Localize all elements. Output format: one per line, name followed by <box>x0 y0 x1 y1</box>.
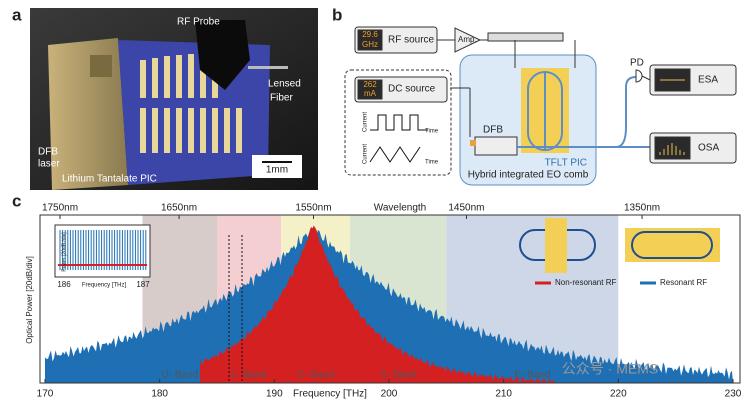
inset-tick-label: 186 <box>57 280 71 289</box>
label: DC source <box>388 84 436 95</box>
label: Fiber <box>270 93 293 104</box>
plot-frame <box>39 214 741 384</box>
watermark: 公众号 · MEMS <box>562 361 658 377</box>
legend-label: Resonant RF <box>660 278 707 287</box>
band-label: L- Band <box>232 370 267 381</box>
y-axis-label: Optical Power [20dB/div] <box>25 256 34 344</box>
label: Lithium Tantalate PIC <box>62 174 157 185</box>
label: DFB <box>38 147 58 158</box>
label: DFB <box>483 125 503 136</box>
label: Lensed <box>268 79 301 90</box>
panel-label: a <box>12 5 22 24</box>
panel-label: c <box>12 191 21 210</box>
label: RF Probe <box>177 17 220 28</box>
panel-label: b <box>332 5 342 24</box>
label: RF source <box>388 35 435 46</box>
label: Hybrid integrated EO comb <box>468 170 589 181</box>
inset-x-label: Frequency [THz] <box>82 283 127 289</box>
dc-value: 262 <box>363 80 377 89</box>
x-tick-label: 180 <box>151 389 168 400</box>
x-tick-label: 220 <box>610 389 627 400</box>
x-tick-label: 230 <box>725 389 742 400</box>
setup-diagram <box>344 26 737 186</box>
top-tick-label: 1650nm <box>161 203 197 214</box>
inset-tick-label: 187 <box>136 280 150 289</box>
top-tick-label: 1350nm <box>624 203 660 214</box>
label: PD <box>630 58 644 69</box>
x-tick-label: 170 <box>37 389 54 400</box>
scale-bar-label: 1mm <box>266 165 288 176</box>
x-tick-label: 190 <box>266 389 283 400</box>
rf-value: 29.6 <box>362 30 378 39</box>
label: TFLT PIC <box>545 158 587 169</box>
top-tick-label: 1750nm <box>42 203 78 214</box>
dc-value: mA <box>364 89 377 98</box>
label: laser <box>38 159 60 170</box>
label: Current <box>363 112 369 132</box>
spectrum <box>45 225 733 383</box>
x-tick-label: 200 <box>381 389 398 400</box>
x-axis-label: Frequency [THz] <box>293 389 367 400</box>
label: Current <box>363 144 369 164</box>
top-axis-label: Wavelength <box>374 203 426 214</box>
band-label: U- Band <box>161 370 198 381</box>
inset <box>54 224 151 278</box>
legend: Non-resonant RF Resonant RF <box>535 278 707 287</box>
label: ESA <box>698 75 718 86</box>
rf-value: GHz <box>362 40 378 49</box>
spectrum-resonant <box>45 225 733 383</box>
inset-y-label: Power [20dB /div] <box>61 232 67 272</box>
top-tick-label: 1550nm <box>295 203 331 214</box>
photo <box>30 8 318 190</box>
top-tick-label: 1450nm <box>448 203 484 214</box>
label: Time <box>425 160 439 166</box>
x-tick-label: 210 <box>495 389 512 400</box>
label: Time <box>425 129 439 135</box>
band-label: S- Band <box>380 370 416 381</box>
spectrum-nonresonant <box>200 225 555 383</box>
band-label: E- Band <box>514 370 550 381</box>
label: Amp. <box>458 35 477 44</box>
legend-label: Non-resonant RF <box>555 278 616 287</box>
band-label: C- Band <box>297 370 334 381</box>
device-icons <box>519 218 720 273</box>
label: OSA <box>698 143 719 154</box>
dashed-markers <box>228 235 243 383</box>
